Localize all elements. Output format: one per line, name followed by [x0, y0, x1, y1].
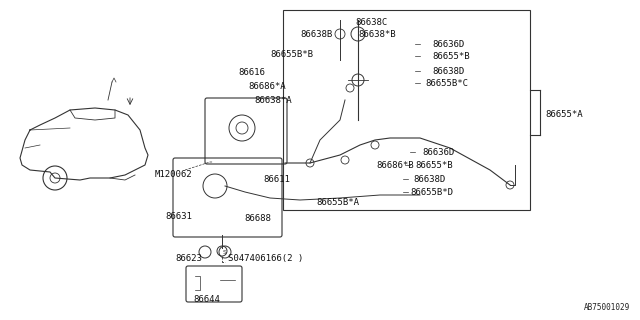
Text: AB75001029: AB75001029 [584, 303, 630, 312]
Text: 86655*A: 86655*A [545, 110, 582, 119]
Text: 86611: 86611 [263, 175, 290, 184]
Text: 86655B*B: 86655B*B [270, 50, 313, 59]
Text: 86638*A: 86638*A [254, 96, 292, 105]
Text: 86686*B: 86686*B [376, 161, 413, 170]
Text: 86638C: 86638C [355, 18, 387, 27]
Text: 86655*B: 86655*B [432, 52, 470, 61]
Text: S047406166(2 ): S047406166(2 ) [228, 254, 303, 263]
Text: 86688: 86688 [244, 214, 271, 223]
Text: 86655B*D: 86655B*D [410, 188, 453, 197]
Text: 86638D: 86638D [432, 67, 464, 76]
Text: 86686*A: 86686*A [248, 82, 285, 91]
Text: 86644: 86644 [193, 295, 220, 304]
Text: 86623: 86623 [175, 254, 202, 263]
Text: S: S [223, 250, 227, 254]
Text: 86655B*A: 86655B*A [316, 198, 359, 207]
Text: 86636D: 86636D [432, 40, 464, 49]
Text: M120062: M120062 [155, 170, 193, 179]
Text: 86638B: 86638B [300, 30, 332, 39]
Text: 86631: 86631 [165, 212, 192, 221]
Text: 86638D: 86638D [413, 175, 445, 184]
Bar [283, 10, 530, 210]
Text: 86655*B: 86655*B [415, 161, 452, 170]
Text: 86638*B: 86638*B [358, 30, 396, 39]
Text: 86655B*C: 86655B*C [425, 79, 468, 88]
Text: 86616: 86616 [238, 68, 265, 77]
Text: 86636D: 86636D [422, 148, 454, 157]
